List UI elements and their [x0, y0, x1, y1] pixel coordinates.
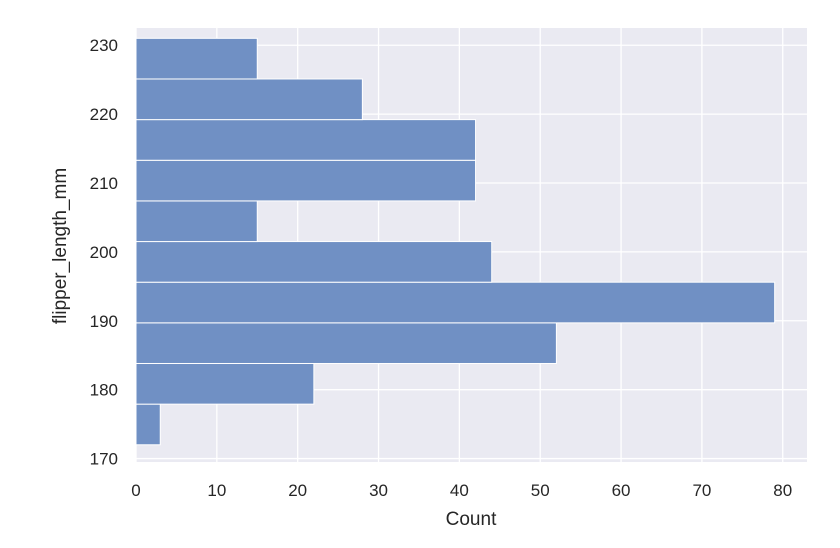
x-tick-label: 60	[612, 481, 631, 500]
x-axis-label: Count	[446, 509, 497, 530]
histogram-bar	[135, 362, 315, 405]
y-tick-label: 220	[90, 105, 118, 124]
y-tick-label: 190	[90, 312, 118, 331]
x-tick-label: 50	[531, 481, 550, 500]
histogram-bars	[135, 37, 776, 446]
histogram-bar	[135, 159, 477, 202]
histogram-bar	[135, 322, 557, 364]
histogram-bar	[135, 241, 493, 283]
histogram-bar	[135, 37, 258, 80]
y-tick-labels: 170 180 190 200 210 220 230	[90, 36, 118, 468]
x-tick-label: 80	[773, 481, 792, 500]
x-tick-label: 40	[450, 481, 469, 500]
y-axis-label: flipper_length_mm	[50, 168, 71, 324]
y-tick-label: 180	[90, 381, 118, 400]
y-tick-label: 170	[90, 450, 118, 469]
histogram-bar	[135, 78, 363, 121]
x-tick-label: 10	[207, 481, 226, 500]
x-tick-label: 20	[288, 481, 307, 500]
x-tick-label: 0	[131, 481, 140, 500]
histogram-bar	[135, 403, 161, 446]
x-tick-label: 70	[692, 481, 711, 500]
histogram-bar	[135, 281, 776, 324]
y-tick-label: 200	[90, 243, 118, 262]
x-tick-label: 30	[369, 481, 388, 500]
y-tick-label: 230	[90, 36, 118, 55]
histogram-bar	[135, 200, 258, 243]
y-tick-label: 210	[90, 174, 118, 193]
histogram-bar	[135, 119, 477, 161]
x-tick-labels: 0 10 20 30 40 50 60 70 80	[131, 481, 792, 500]
